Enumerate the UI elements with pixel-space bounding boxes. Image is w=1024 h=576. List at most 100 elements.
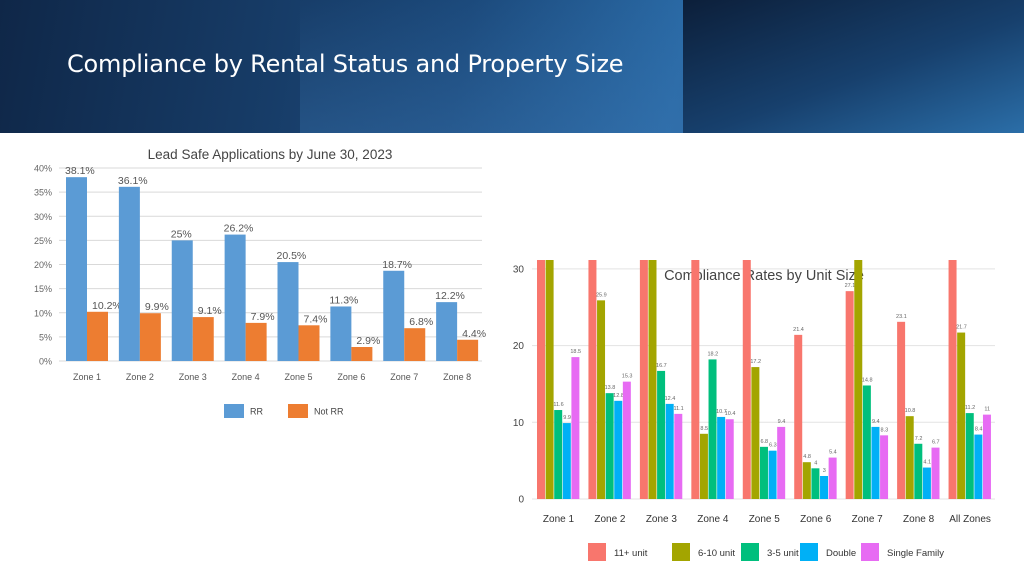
bar-11-unit-zone-2 <box>588 260 597 500</box>
x-tick-label: Zone 1 <box>73 372 101 382</box>
bar-not-rr-zone-7 <box>404 328 426 361</box>
data-label: 11.6 <box>553 402 563 408</box>
data-label: 11 <box>984 407 990 413</box>
data-label: 16.7 <box>656 363 667 369</box>
data-label: 20.5% <box>277 250 307 262</box>
y-tick-label: 0 <box>518 495 524 506</box>
bar-rr-zone-8 <box>436 302 458 361</box>
data-label: 6.8 <box>760 439 768 445</box>
bar-double-zone-5 <box>768 450 777 499</box>
lead-safe-applications-chart: Lead Safe Applications by June 30, 2023 0… <box>34 147 486 418</box>
bar-rr-zone-2 <box>118 186 140 361</box>
bar-11-unit-zone-7 <box>845 291 854 499</box>
data-label: 18.5 <box>570 349 581 355</box>
bar-double-all-zones <box>974 434 983 499</box>
x-tick-label: Zone 1 <box>543 514 575 525</box>
data-label: 9.4 <box>778 419 786 425</box>
bar-3-5-unit-zone-8 <box>914 443 923 499</box>
data-label: 21.4 <box>793 327 804 333</box>
data-label: 2.9% <box>356 335 380 347</box>
bar-6-10-unit-zone-2 <box>597 300 606 499</box>
bar-3-5-unit-zone-5 <box>759 446 768 499</box>
bar-6-10-unit-zone-8 <box>905 416 914 499</box>
bar-not-rr-zone-4 <box>245 322 267 361</box>
x-tick-label: Zone 2 <box>594 514 626 525</box>
bar-double-zone-8 <box>922 467 931 499</box>
data-label: 7.2 <box>915 436 923 442</box>
bar-11-unit-zone-4 <box>691 260 700 499</box>
y-tick-label: 0% <box>39 357 52 367</box>
bar-double-zone-2 <box>614 400 623 499</box>
bar-not-rr-zone-2 <box>139 313 161 361</box>
x-tick-label: Zone 6 <box>800 514 832 525</box>
x-tick-label: Zone 4 <box>232 372 260 382</box>
data-label: 4.8 <box>803 454 811 460</box>
legend-swatch-11-unit <box>588 543 606 561</box>
bar-11-unit-all-zones <box>948 260 957 500</box>
legend-swatch-double <box>800 543 818 561</box>
bar-not-rr-zone-8 <box>457 339 479 361</box>
legend-swatch-3-5-unit <box>741 543 759 561</box>
bar-double-zone-7 <box>871 426 880 499</box>
chart-title: Lead Safe Applications by June 30, 2023 <box>148 147 393 162</box>
x-tick-label: Zone 7 <box>852 514 884 525</box>
header-glow <box>300 0 683 133</box>
legend-swatch-6-10-unit <box>672 543 690 561</box>
bar-11-unit-zone-3 <box>639 260 648 499</box>
data-label: 9.9 <box>563 415 571 421</box>
bar-3-5-unit-zone-3 <box>657 370 666 499</box>
data-label: 9.4 <box>872 419 880 425</box>
bar-rr-zone-1 <box>66 177 87 361</box>
data-label: 9.9% <box>145 301 169 313</box>
x-tick-label: Zone 8 <box>443 372 471 382</box>
bar-single-family-zone-5 <box>777 426 786 499</box>
bar-6-10-unit-zone-6 <box>802 462 811 499</box>
bar-double-zone-6 <box>820 475 829 499</box>
bar-single-family-zone-2 <box>622 381 631 499</box>
bar-single-family-zone-1 <box>571 357 580 499</box>
bar-single-family-zone-7 <box>880 435 889 499</box>
data-label: 23.1 <box>896 314 907 320</box>
bar-3-5-unit-zone-7 <box>862 385 871 499</box>
x-tick-label: Zone 5 <box>284 372 312 382</box>
data-label: 25.9 <box>596 292 607 298</box>
data-label: 25% <box>171 228 192 240</box>
legend-swatch-single-family <box>861 543 879 561</box>
bar-double-zone-4 <box>717 416 726 499</box>
bar-not-rr-zone-5 <box>298 325 320 361</box>
bar-6-10-unit-zone-4 <box>699 433 708 499</box>
bar-double-zone-3 <box>665 403 674 499</box>
data-label: 6.8% <box>409 316 433 328</box>
x-tick-label: Zone 2 <box>126 372 154 382</box>
chart-title: Compliance Rates by Unit Size <box>664 268 864 284</box>
data-label: 15.3 <box>622 374 633 380</box>
data-label: 27.1 <box>845 283 856 289</box>
x-tick-label: Zone 3 <box>179 372 207 382</box>
data-label: 6.3 <box>769 443 777 449</box>
x-tick-label: All Zones <box>949 514 991 525</box>
data-label: 10.8 <box>905 408 916 414</box>
bar-single-family-zone-3 <box>674 413 683 499</box>
bar-6-10-unit-zone-3 <box>648 260 657 499</box>
bar-6-10-unit-all-zones <box>957 332 966 499</box>
y-tick-label: 30 <box>513 264 525 275</box>
x-tick-label: Zone 3 <box>646 514 678 525</box>
data-label: 10.7 <box>716 409 727 415</box>
bar-single-family-all-zones <box>982 414 991 499</box>
data-label: 4 <box>814 460 817 466</box>
bar-11-unit-zone-6 <box>794 334 803 499</box>
data-label: 6.7 <box>932 440 940 446</box>
x-tick-label: Zone 7 <box>390 372 418 382</box>
y-tick-label: 35% <box>34 188 52 198</box>
y-tick-label: 25% <box>34 236 52 246</box>
legend-label: 3-5 unit <box>767 548 799 559</box>
y-tick-label: 40% <box>34 164 52 174</box>
bar-rr-zone-6 <box>330 306 352 361</box>
data-label: 9.1% <box>198 305 222 317</box>
data-label: 18.2 <box>707 351 718 357</box>
data-label: 12.2% <box>435 290 465 302</box>
legend-label: RR <box>250 407 263 417</box>
x-tick-label: Zone 4 <box>697 514 729 525</box>
data-label: 10.4 <box>725 411 736 417</box>
bar-3-5-unit-zone-1 <box>554 410 563 499</box>
